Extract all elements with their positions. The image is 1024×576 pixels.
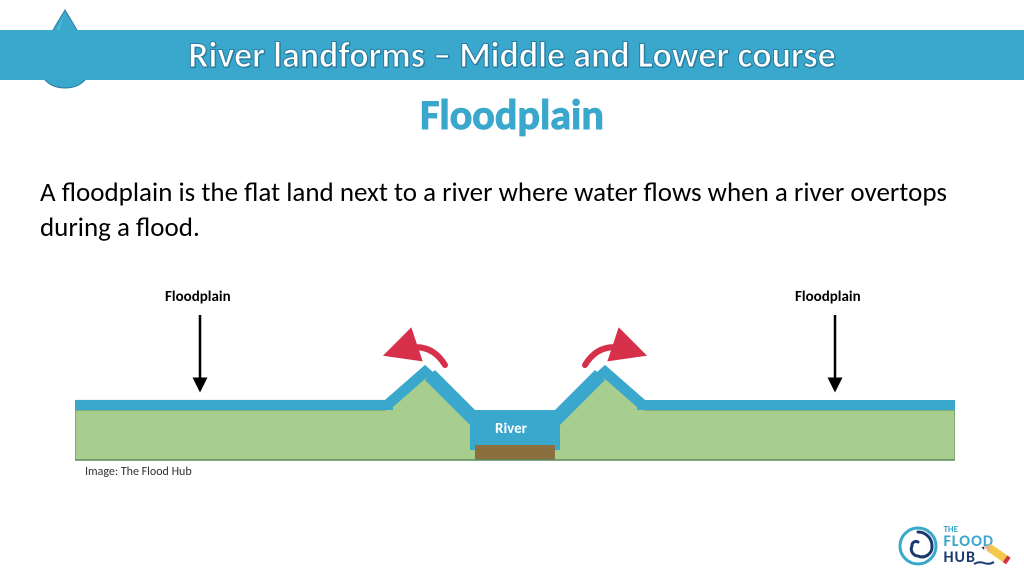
floodplain-diagram: Floodplain Floodplain River — [75, 280, 955, 480]
description-text: A floodplain is the flat land next to a … — [40, 175, 984, 245]
header-bar: River landforms – Middle and Lower cours… — [0, 30, 1024, 80]
logo-swirl-icon — [898, 526, 938, 566]
floodplain-label-left: Floodplain — [165, 288, 231, 306]
image-credit: Image: The Flood Hub — [85, 465, 192, 479]
floodplain-label-right: Floodplain — [795, 288, 861, 306]
pencil-icon — [969, 536, 1019, 571]
river-label: River — [495, 420, 527, 438]
subtitle: Floodplain — [0, 90, 1024, 141]
page-title: River landforms – Middle and Lower cours… — [188, 33, 836, 77]
